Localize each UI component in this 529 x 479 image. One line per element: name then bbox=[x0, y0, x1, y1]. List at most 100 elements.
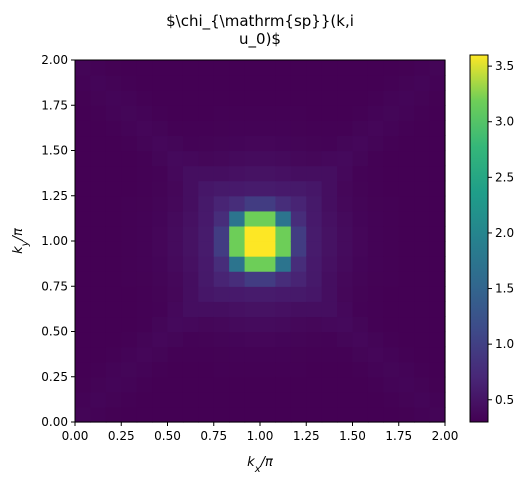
heatmap-cell bbox=[414, 120, 431, 137]
heatmap-cell bbox=[383, 165, 400, 182]
heatmap-cell bbox=[383, 120, 400, 137]
heatmap-cell bbox=[105, 135, 122, 152]
heatmap-cell bbox=[167, 301, 184, 318]
heatmap-cell bbox=[75, 331, 92, 348]
heatmap-cell bbox=[321, 60, 338, 76]
heatmap-cell bbox=[414, 90, 431, 106]
colorbar-ticks: 0.5 1.0 1.5 2.0 2.5 3.0 3.5 bbox=[488, 59, 514, 407]
heatmap-cell bbox=[244, 75, 261, 91]
heatmap-cell bbox=[429, 165, 446, 182]
heatmap-cell bbox=[229, 361, 246, 378]
heatmap-cell bbox=[367, 165, 384, 182]
heatmap-cell bbox=[75, 105, 92, 121]
heatmap-cell bbox=[121, 210, 138, 227]
heatmap-cell bbox=[121, 331, 138, 348]
heatmap-cell bbox=[398, 105, 415, 121]
heatmap-cell bbox=[260, 120, 277, 137]
heatmap-cell bbox=[260, 286, 277, 302]
heatmap-cell bbox=[136, 301, 153, 318]
heatmap-cell bbox=[75, 391, 92, 408]
heatmap-cell bbox=[136, 120, 153, 137]
heatmap-cell bbox=[198, 165, 215, 182]
heatmap-cell bbox=[321, 180, 338, 197]
heatmap-cell bbox=[244, 331, 261, 348]
heatmap-cell bbox=[306, 376, 323, 393]
heatmap-cell bbox=[321, 135, 338, 152]
heatmap-cell bbox=[429, 105, 446, 121]
heatmap-cell bbox=[182, 150, 199, 167]
heatmap-cell bbox=[244, 105, 261, 121]
y-tick-label: 0.00 bbox=[41, 415, 68, 429]
heatmap-cell bbox=[429, 135, 446, 152]
heatmap-cell bbox=[182, 361, 199, 378]
heatmap-cell bbox=[383, 301, 400, 318]
heatmap-cell bbox=[167, 316, 184, 333]
heatmap-cell bbox=[182, 301, 199, 318]
heatmap-cell bbox=[167, 180, 184, 197]
heatmap-cell bbox=[352, 120, 369, 137]
heatmap-cell bbox=[198, 376, 215, 393]
heatmap-cell bbox=[244, 316, 261, 333]
heatmap-cell bbox=[105, 286, 122, 302]
heatmap-cell bbox=[398, 241, 415, 257]
heatmap-cell bbox=[244, 180, 261, 197]
heatmap-cell bbox=[182, 391, 199, 408]
heatmap-cell bbox=[383, 135, 400, 152]
heatmap-cell bbox=[152, 135, 169, 152]
heatmap-cell bbox=[198, 210, 215, 227]
heatmap-cell bbox=[167, 286, 184, 302]
heatmap-cell bbox=[167, 195, 184, 212]
heatmap-cell bbox=[182, 135, 199, 152]
heatmap-cell bbox=[136, 406, 153, 423]
x-tick-label: 0.75 bbox=[200, 429, 227, 443]
colorbar-tick-label: 3.5 bbox=[495, 59, 514, 73]
heatmap-cell bbox=[152, 60, 169, 76]
heatmap-cell bbox=[306, 346, 323, 363]
heatmap-cell bbox=[383, 391, 400, 408]
heatmap-cell bbox=[198, 391, 215, 408]
heatmap-cell bbox=[75, 60, 92, 76]
heatmap-cell bbox=[75, 120, 92, 137]
heatmap-cell bbox=[383, 376, 400, 393]
heatmap-cell bbox=[90, 75, 107, 91]
heatmap-cell bbox=[152, 180, 169, 197]
heatmap-cell bbox=[352, 286, 369, 302]
heatmap-cell bbox=[182, 60, 199, 76]
heatmap-cell bbox=[244, 210, 261, 227]
heatmap-cell bbox=[229, 120, 246, 137]
heatmap-cell bbox=[429, 150, 446, 167]
heatmap-cell bbox=[260, 256, 277, 272]
heatmap-cell bbox=[136, 90, 153, 106]
heatmap-cell bbox=[260, 271, 277, 287]
heatmap-cell bbox=[414, 180, 431, 197]
colorbar-tick-label: 2.5 bbox=[495, 170, 514, 184]
heatmap-cell bbox=[198, 286, 215, 302]
heatmap-cell bbox=[152, 120, 169, 137]
heatmap-cell bbox=[275, 241, 292, 257]
heatmap-cell bbox=[367, 256, 384, 272]
heatmap-cell bbox=[105, 105, 122, 121]
heatmap-cell bbox=[213, 391, 230, 408]
heatmap-cell bbox=[383, 241, 400, 257]
heatmap-cell bbox=[121, 60, 138, 76]
heatmap-cell bbox=[213, 361, 230, 378]
heatmap-cell bbox=[290, 195, 307, 212]
heatmap-cell bbox=[152, 195, 169, 212]
heatmap-cell bbox=[213, 210, 230, 227]
heatmap-cell bbox=[337, 225, 354, 242]
heatmap-cell bbox=[229, 406, 246, 423]
heatmap-cell bbox=[275, 376, 292, 393]
heatmap-cell bbox=[229, 180, 246, 197]
heatmap-cell bbox=[429, 271, 446, 287]
heatmap-cell bbox=[321, 346, 338, 363]
heatmap-cell bbox=[367, 316, 384, 333]
heatmap-cell bbox=[260, 90, 277, 106]
heatmap-cell bbox=[182, 256, 199, 272]
heatmap-cell bbox=[244, 286, 261, 302]
heatmap-cell bbox=[198, 316, 215, 333]
heatmap-cell bbox=[213, 60, 230, 76]
heatmap-cell bbox=[290, 361, 307, 378]
heatmap-cell bbox=[136, 195, 153, 212]
heatmap-cell bbox=[105, 406, 122, 423]
heatmap-cell bbox=[414, 225, 431, 242]
